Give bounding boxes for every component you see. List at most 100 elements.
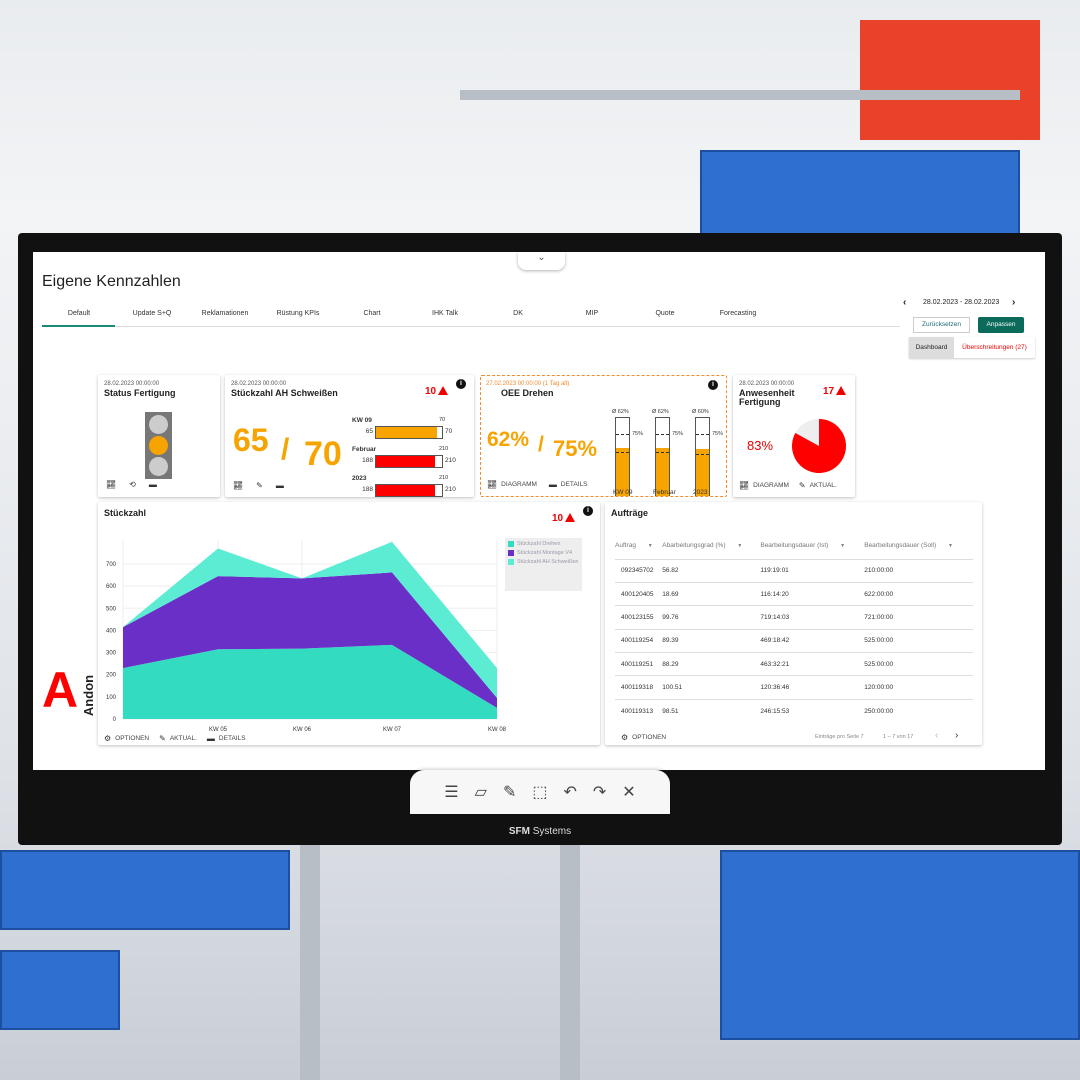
- info-icon[interactable]: i: [583, 506, 593, 516]
- close-icon[interactable]: ✕: [622, 784, 636, 801]
- select-icon[interactable]: ⬚: [532, 784, 548, 801]
- history-icon[interactable]: ⟲: [129, 480, 136, 489]
- date-range[interactable]: 28.02.2023 - 28.02.2023: [923, 299, 1000, 306]
- tab-default[interactable]: Default: [67, 310, 91, 317]
- details-icon[interactable]: ▬: [148, 480, 157, 489]
- undo-icon[interactable]: ↶: [563, 784, 577, 801]
- details-icon[interactable]: ▬: [206, 734, 215, 743]
- table-row[interactable]: 400119254 89.39 469:18:42 525:00:00: [615, 628, 973, 653]
- tab-r-stung-kpis[interactable]: Rüstung KPIs: [276, 310, 320, 317]
- edit-note-icon[interactable]: ✎: [502, 784, 517, 801]
- sort-icon[interactable]: ▼: [840, 543, 846, 550]
- column-header[interactable]: Auftrag ▼: [615, 533, 662, 559]
- legend-swatch: [508, 559, 514, 565]
- bar-target: 75%: [672, 431, 684, 437]
- info-icon[interactable]: i: [456, 379, 466, 389]
- tab-update-s-q[interactable]: Update S+Q: [132, 310, 172, 317]
- chart-icon[interactable]: 📈︎: [487, 480, 498, 489]
- background-rack: [460, 90, 1020, 100]
- note-icon[interactable]: ▱: [474, 784, 487, 801]
- table-cell: 400123155: [615, 605, 663, 630]
- target-value: 70: [304, 435, 342, 473]
- table-row[interactable]: 400119318 100.51 120:36:46 120:00:00: [615, 675, 973, 700]
- menu-icon[interactable]: ☰: [444, 784, 459, 801]
- details-button[interactable]: DETAILS: [560, 481, 588, 488]
- legend-item[interactable]: Stückzahl Drehen: [508, 541, 579, 547]
- apply-button[interactable]: Anpassen: [978, 317, 1024, 333]
- card-title: Stückzahl: [104, 508, 147, 518]
- table-row[interactable]: 092345702 56.82 119:19:01 210:00:00: [615, 558, 973, 583]
- view-toggle: Dashboard Überschreitungen (27): [909, 337, 1035, 358]
- bar-value: 188: [362, 457, 373, 464]
- tab-mip[interactable]: MIP: [585, 310, 599, 317]
- options-icon[interactable]: ⚙: [104, 734, 112, 743]
- separator: /: [281, 433, 290, 466]
- attendance-pie: [792, 419, 846, 473]
- legend-item[interactable]: Stückzahl AH Schweißen: [508, 559, 579, 565]
- chart-icon[interactable]: 📈︎: [739, 481, 750, 490]
- chart-icon[interactable]: 📈︎: [106, 480, 117, 489]
- attendance-value: 83%: [747, 438, 774, 453]
- card-title: Status Fertigung: [104, 388, 176, 398]
- table-row[interactable]: 400120405 18.69 116:14:20 622:00:00: [615, 581, 973, 606]
- details-button[interactable]: DETAILS: [218, 735, 246, 742]
- collapse-chevron-icon[interactable]: ⌄: [518, 252, 565, 270]
- table-cell: 210:00:00: [864, 558, 973, 583]
- update-button[interactable]: AKTUAL.: [809, 482, 837, 489]
- tab-reklamationen[interactable]: Reklamationen: [201, 310, 249, 317]
- column-header[interactable]: Abarbeitungsgrad (%) ▼: [662, 533, 760, 559]
- target-line: [656, 434, 669, 435]
- oee-fill: [696, 449, 709, 496]
- average-line: [616, 452, 629, 454]
- sort-icon[interactable]: ▼: [737, 543, 743, 550]
- oee-fill: [656, 447, 669, 496]
- tab-ihk-talk[interactable]: IHK Talk: [432, 310, 458, 317]
- table-cell: 400119254: [615, 628, 663, 653]
- average-line: [656, 452, 669, 454]
- edit-icon[interactable]: ✎: [798, 481, 806, 490]
- chart-icon[interactable]: 📈︎: [233, 481, 244, 490]
- tab-dk[interactable]: DK: [513, 310, 523, 317]
- info-icon[interactable]: i: [708, 380, 718, 390]
- tab-chart[interactable]: Chart: [363, 310, 381, 317]
- page-title: Eigene Kennzahlen: [42, 273, 181, 290]
- sort-icon[interactable]: ▼: [947, 543, 953, 550]
- date-prev-button[interactable]: ‹: [903, 297, 907, 308]
- details-icon[interactable]: ▬: [275, 481, 284, 490]
- column-header[interactable]: Bearbeitungsdauer (Ist) ▼: [760, 533, 864, 559]
- table-row[interactable]: 400119313 98.51 246:15:53 250:00:00: [615, 698, 973, 723]
- bar-label: Februar: [352, 446, 377, 453]
- details-icon[interactable]: ▬: [548, 480, 557, 489]
- next-page-button[interactable]: ›: [955, 730, 959, 741]
- warning-count: 10: [552, 513, 564, 524]
- card-date: 28.02.2023 00:00:00: [739, 381, 795, 387]
- table-cell: 119:19:01: [760, 558, 865, 583]
- reset-button[interactable]: Zurücksetzen: [913, 317, 970, 333]
- status-fertigung-card: 28.02.2023 00:00:00 Status Fertigung 📈︎ ⟲…: [98, 375, 220, 497]
- options-button[interactable]: OPTIONEN: [632, 734, 667, 741]
- dashboard-toggle[interactable]: Dashboard: [909, 337, 954, 358]
- table-row[interactable]: 400119251 88.29 463:32:21 525:00:00: [615, 652, 973, 676]
- exceedances-toggle[interactable]: Überschreitungen (27): [962, 344, 1027, 351]
- column-header[interactable]: Bearbeitungsdauer (Soll) ▼: [864, 533, 973, 559]
- redo-icon[interactable]: ↷: [592, 784, 607, 801]
- date-next-button[interactable]: ›: [1012, 297, 1016, 308]
- tab-quote[interactable]: Quote: [655, 310, 675, 317]
- sort-icon[interactable]: ▼: [647, 543, 653, 550]
- rows-per-page[interactable]: Einträge pro Seite 7: [815, 734, 864, 740]
- bar-target: 210: [445, 457, 456, 464]
- table-cell: 98.51: [662, 698, 761, 723]
- edit-icon[interactable]: ✎: [159, 734, 166, 743]
- update-button[interactable]: AKTUAL.: [169, 735, 197, 742]
- tab-forecasting[interactable]: Forecasting: [719, 310, 757, 317]
- table-row[interactable]: 400123155 99.76 719:14:03 721:00:00: [615, 605, 973, 630]
- prev-page-button[interactable]: ‹: [935, 730, 939, 741]
- edit-icon[interactable]: ✎: [256, 481, 263, 490]
- diagram-button[interactable]: DIAGRAMM: [501, 481, 537, 488]
- legend-item[interactable]: Stückzahl Montage V4: [508, 550, 579, 556]
- bar-label: 2023: [693, 489, 708, 496]
- options-icon[interactable]: ⚙: [621, 733, 629, 742]
- bar-label: KW 09: [352, 417, 372, 424]
- options-button[interactable]: OPTIONEN: [115, 735, 150, 742]
- diagram-button[interactable]: DIAGRAMM: [753, 482, 789, 489]
